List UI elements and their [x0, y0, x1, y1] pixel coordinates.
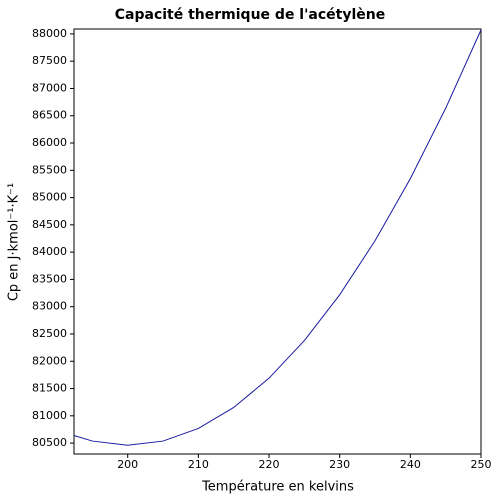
- y-tick-label: 88000: [32, 27, 67, 40]
- x-tick-label: 240: [400, 458, 421, 471]
- x-tick-label: 250: [471, 458, 492, 471]
- x-tick-label: 200: [117, 458, 138, 471]
- y-tick-label: 81000: [32, 409, 67, 422]
- y-tick-label: 81500: [32, 382, 67, 395]
- y-tick-label: 84000: [32, 245, 67, 258]
- y-tick-label: 82000: [32, 354, 67, 367]
- y-tick-label: 80500: [32, 436, 67, 449]
- x-tick-label: 220: [259, 458, 280, 471]
- y-axis-label: Cp en J·kmol⁻¹·K⁻¹: [7, 183, 22, 301]
- y-tick-label: 84500: [32, 218, 67, 231]
- x-axis-label: Température en kelvins: [201, 480, 354, 495]
- y-tick-label: 85000: [32, 191, 67, 204]
- y-tick-label: 87000: [32, 81, 67, 94]
- data-line: [73, 29, 482, 446]
- y-tick-label: 86000: [32, 136, 67, 149]
- y-tick-label: 82500: [32, 327, 67, 340]
- x-tick-label: 230: [329, 458, 350, 471]
- x-tick-label: 210: [188, 458, 209, 471]
- y-tick-label: 83500: [32, 272, 67, 285]
- y-tick-label: 87500: [32, 54, 67, 67]
- chart-title: Capacité thermique de l'acétylène: [115, 7, 385, 23]
- y-tick-label: 83000: [32, 300, 67, 313]
- y-tick-label: 85500: [32, 163, 67, 176]
- plot-frame: [73, 28, 482, 455]
- y-tick-label: 86500: [32, 109, 67, 122]
